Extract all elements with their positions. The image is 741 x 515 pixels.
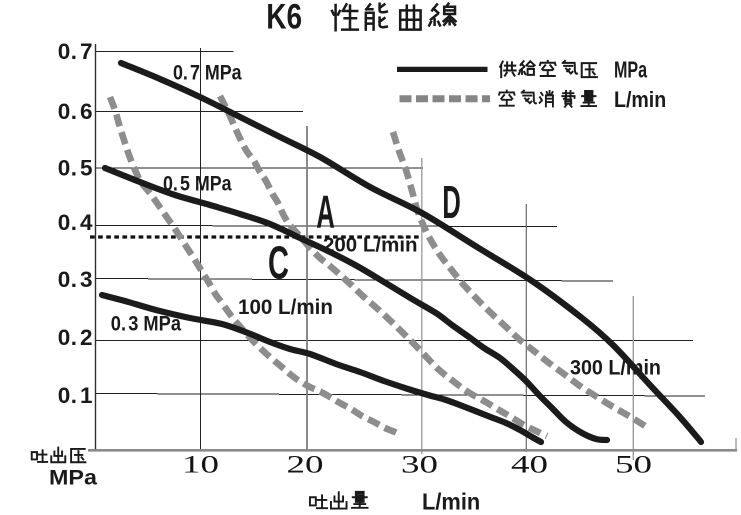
svg-text:MPa: MPa [49, 466, 98, 490]
svg-text:0.5: 0. 5 [58, 156, 93, 181]
svg-text:MPa: MPa [614, 58, 648, 83]
svg-text:50: 50 [615, 450, 652, 478]
svg-text:0.7: 0. 7 [58, 39, 93, 64]
svg-text:0.1: 0. 1 [58, 383, 93, 408]
svg-text:30: 30 [401, 450, 438, 478]
svg-text:0.2: 0. 2 [58, 325, 93, 350]
svg-text:C: C [268, 238, 289, 289]
svg-text:200 L/min: 200 L/min [323, 234, 418, 257]
svg-text:L/min: L/min [422, 488, 480, 515]
svg-text:0.3: 0. 3 [58, 267, 93, 292]
svg-text:100 L/min: 100 L/min [238, 296, 333, 319]
svg-text:10: 10 [182, 450, 219, 478]
svg-text:L/min: L/min [614, 88, 666, 112]
svg-text:20: 20 [287, 450, 324, 478]
svg-text:0.7 MPa: 0. 7 MPa [173, 61, 242, 85]
svg-text:D: D [442, 176, 461, 228]
svg-text:0.6: 0. 6 [58, 99, 93, 124]
svg-text:0.3 MPa: 0. 3 MPa [111, 312, 182, 335]
svg-text:0.4: 0. 4 [58, 210, 93, 235]
svg-text:K6: K6 [266, 0, 302, 36]
svg-text:300 L/min: 300 L/min [570, 357, 661, 380]
svg-text:0.5 MPa: 0. 5 MPa [163, 172, 232, 196]
svg-text:40: 40 [511, 450, 548, 478]
svg-text:A: A [316, 186, 335, 238]
